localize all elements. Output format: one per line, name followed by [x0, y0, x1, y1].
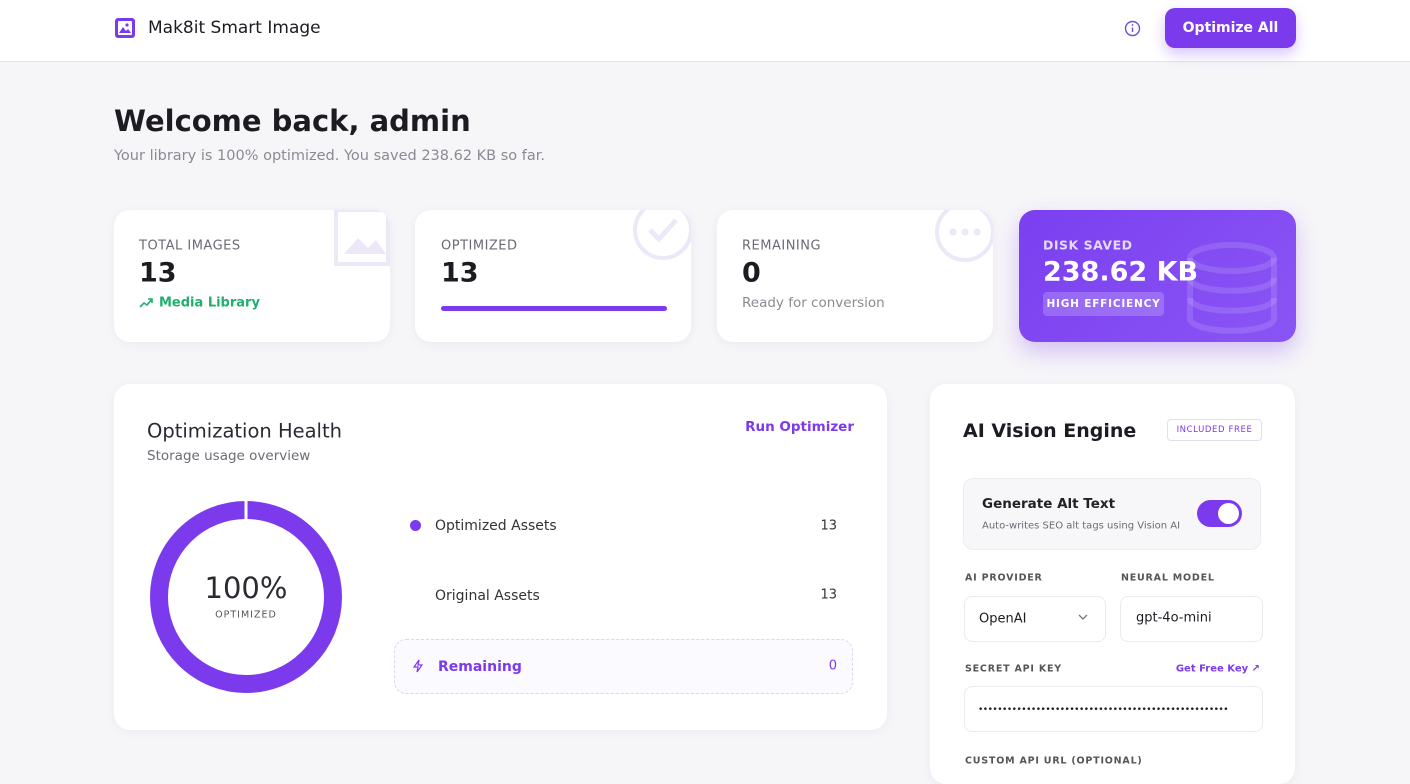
stat-card-highlight: DISK SAVED 238.62 KB HIGH EFFICIENCY — [1019, 210, 1296, 342]
toggle-switch[interactable] — [1197, 500, 1242, 527]
stat-badge: HIGH EFFICIENCY — [1043, 292, 1164, 316]
api-key-input[interactable] — [964, 686, 1263, 732]
stat-note[interactable]: Media Library — [159, 295, 260, 311]
stat-value: 13 — [139, 257, 177, 289]
page: Dashboard {"header": {"brand": "Mak8it S… — [0, 8, 1410, 767]
row-value: 13 — [820, 518, 837, 534]
field-label: AI PROVIDER — [965, 572, 1043, 584]
model-input[interactable] — [1120, 596, 1263, 642]
brand: Mak8it Smart Image — [148, 18, 321, 38]
welcome-subtitle: Your library is 100% optimized. You save… — [114, 148, 546, 164]
trend-icon — [139, 298, 153, 308]
donut-label: OPTIMIZED — [215, 609, 277, 621]
ai-card: AI Vision Engine INCLUDED FREE Generate … — [930, 384, 1295, 784]
field-label: NEURAL MODEL — [1121, 572, 1215, 584]
toggle-desc: Auto-writes SEO alt tags using Vision AI — [982, 520, 1181, 532]
stat-card: REMAINING 0 Ready for conversion — [717, 210, 993, 342]
health-card: Optimization Health Storage usage overvi… — [114, 384, 887, 730]
stat-value: 0 — [742, 257, 761, 289]
card-icon — [633, 210, 691, 260]
field-label: SECRET API KEY — [965, 663, 1062, 675]
row-value: 0 — [828, 658, 837, 674]
progress-bar — [441, 306, 667, 311]
api-key-value: ••••••••••••••••••••••••••••••••••••••••… — [978, 705, 1229, 715]
body: Mak8it Smart Image Optimize All Welcome … — [0, 8, 1410, 767]
card-title: AI Vision Engine — [963, 420, 1137, 442]
card-title: Optimization Health — [147, 419, 342, 443]
card-icon — [334, 210, 390, 266]
donut-percent: 100% — [204, 571, 288, 605]
stat-label: DISK SAVED — [1043, 237, 1133, 253]
bolt-icon — [412, 659, 424, 673]
get-key-link[interactable]: Get Free Key ↗ — [1175, 663, 1260, 675]
field-label: CUSTOM API URL (OPTIONAL) — [965, 755, 1143, 767]
stat-label: OPTIMIZED — [441, 238, 518, 254]
included-badge: INCLUDED FREE — [1167, 419, 1262, 441]
row-label: Optimized Assets — [435, 518, 557, 534]
row-value: 13 — [820, 587, 837, 603]
stat-label: TOTAL IMAGES — [139, 238, 241, 254]
welcome-title: Welcome back, admin — [114, 104, 471, 138]
model-value: gpt-4o-mini — [1136, 610, 1212, 626]
stat-card: OPTIMIZED 13 — [415, 210, 691, 342]
stat-label: REMAINING — [742, 238, 822, 254]
stat-card: TOTAL IMAGES 13 Media Library — [114, 210, 390, 342]
info-icon[interactable] — [1124, 20, 1141, 37]
stat-note: Ready for conversion — [742, 295, 885, 311]
toggle-title: Generate Alt Text — [982, 496, 1116, 512]
donut — [150, 500, 342, 693]
chevron — [1078, 614, 1088, 620]
stat-value: 13 — [441, 257, 479, 289]
optimize-all-button[interactable]: Optimize All — [1165, 8, 1296, 48]
stat-value: 238.62 KB — [1043, 256, 1199, 288]
brand-icon — [115, 18, 135, 38]
run-optimizer-link[interactable]: Run Optimizer — [745, 419, 854, 435]
card-icon — [935, 210, 993, 262]
card-icon — [1187, 242, 1277, 334]
row-label: Original Assets — [435, 588, 540, 604]
card-subtitle: Storage usage overview — [147, 448, 311, 464]
provider-value: OpenAI — [979, 611, 1027, 627]
legend-dot — [410, 520, 421, 531]
row-label: Remaining — [438, 659, 522, 675]
remaining-box — [394, 639, 853, 694]
